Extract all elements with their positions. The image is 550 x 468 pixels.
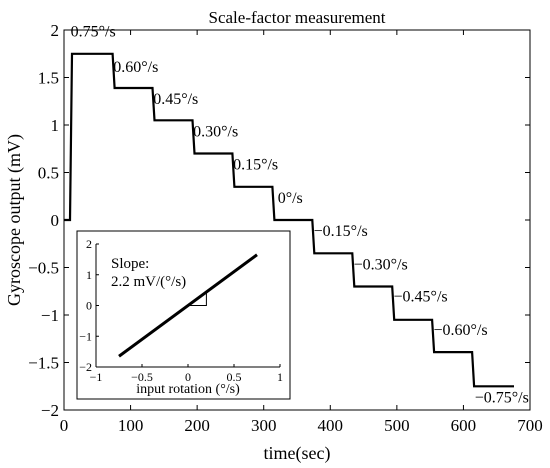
x-tick-label: 300 (251, 416, 277, 435)
slope-annotation: Slope: (111, 256, 149, 272)
step-rate-label: 0.15°/s (233, 157, 278, 174)
y-tick-label: −1 (41, 306, 59, 325)
inset-y-tick-label: 1 (86, 268, 92, 282)
step-rate-label: −0.15°/s (314, 223, 368, 240)
x-tick-label: 400 (318, 416, 344, 435)
step-rate-label: −0.30°/s (354, 256, 408, 273)
y-tick-label: 2 (51, 21, 60, 40)
y-axis-label: Gyroscope output (mV) (4, 134, 25, 306)
inset-x-tick-label: 1 (277, 370, 283, 384)
x-tick-label: 100 (118, 416, 144, 435)
step-rate-label: −0.75°/s (475, 389, 529, 406)
y-tick-label: 1.5 (38, 69, 59, 88)
main-chart: 0 100 200 300 400 500 600 700−2−1.5−1−0.500.511… (4, 8, 543, 464)
x-tick-label: 700 (517, 416, 543, 435)
y-tick-label: −2 (41, 401, 59, 420)
slope-triangle (188, 291, 207, 306)
step-rate-label: 0.75°/s (71, 24, 116, 41)
step-rate-label: 0°/s (278, 190, 303, 207)
y-tick-label: 0 (51, 211, 60, 230)
x-axis-label: time(sec) (264, 443, 331, 464)
inset-box (76, 230, 291, 400)
step-rate-label: −0.60°/s (433, 322, 487, 339)
step-rate-label: 0.30°/s (193, 123, 238, 140)
series-line (64, 52, 514, 388)
y-tick-label: 0.5 (38, 164, 59, 183)
inset-fit-line (118, 253, 258, 358)
inset-y-tick-label: 2 (86, 237, 92, 251)
chart-title: Scale-factor measurement (209, 8, 386, 27)
inset-x-tick-label: 0.5 (227, 370, 242, 384)
inset-y-tick-label: −1 (79, 329, 92, 343)
step-rate-label: 0.45°/s (153, 91, 198, 108)
inset-y-tick-label: 0 (86, 299, 92, 313)
inset-x-tick-label: 0 (185, 370, 191, 384)
inset-x-tick-label: −1 (90, 370, 103, 384)
x-tick-label: 0 (60, 416, 69, 435)
y-tick-label: −0.5 (28, 259, 59, 278)
inset-y-tick-label: −2 (79, 360, 92, 374)
x-tick-label: 500 (384, 416, 410, 435)
y-tick-label: 1 (51, 116, 60, 135)
inset-x-tick-label: −0.5 (131, 370, 153, 384)
y-tick-label: −1.5 (28, 354, 59, 373)
x-tick-label: 200 (184, 416, 210, 435)
step-rate-label: 0.60°/s (113, 59, 158, 76)
slope-annotation: 2.2 mV/(°/s) (111, 274, 186, 290)
x-tick-label: 600 (451, 416, 477, 435)
step-rate-label: −0.45°/s (394, 289, 448, 306)
inset-x-axis-label: input rotation (°/s) (136, 382, 240, 397)
